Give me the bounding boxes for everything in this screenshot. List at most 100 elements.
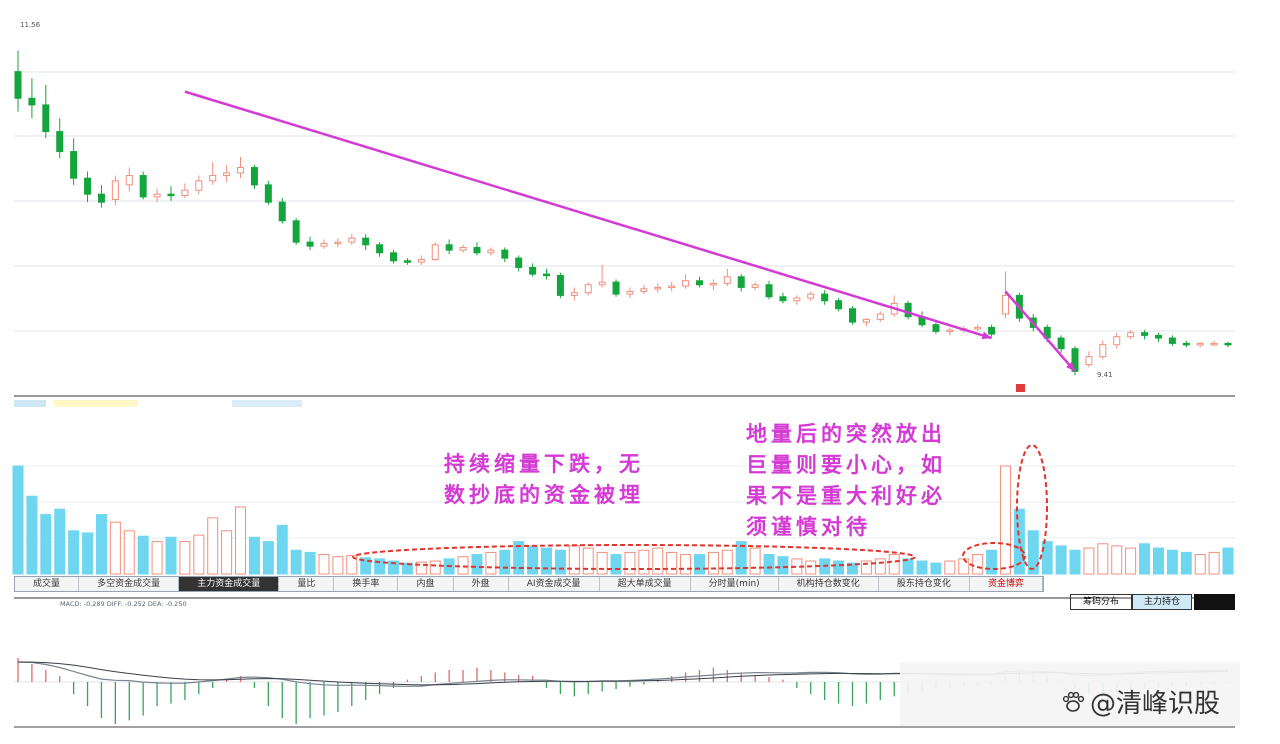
candle-body (278, 201, 286, 222)
candle-body (556, 274, 564, 296)
indicator-tab[interactable]: 资金博弈 (970, 577, 1043, 591)
candle-body (264, 184, 272, 203)
indicator-tab[interactable]: 股东持仓变化 (879, 577, 970, 591)
paw-icon (1062, 691, 1085, 712)
annotation-line: 须谨慎对待 (746, 514, 871, 539)
candle-body (1099, 344, 1107, 358)
volume-bar (165, 536, 177, 575)
volume-bar (888, 554, 900, 575)
volume-bar (554, 549, 566, 575)
indicator-tab[interactable]: 机构持仓数变化 (779, 577, 879, 591)
price-legend-chip (54, 400, 138, 407)
candle-body (640, 288, 648, 292)
candle-body (1168, 337, 1176, 344)
candle-body (862, 318, 870, 323)
candle-body (28, 97, 36, 106)
candle-body (1210, 342, 1218, 346)
candle-body (1071, 348, 1079, 372)
volume-bar (429, 560, 441, 575)
candle-body (515, 257, 523, 268)
volume-bar (151, 541, 163, 575)
volume-bar (874, 558, 886, 575)
volume-bar (846, 562, 858, 575)
indicator-tab[interactable]: 内盘 (398, 577, 454, 591)
volume-bar (1041, 541, 1053, 575)
candle-body (473, 246, 481, 254)
candle-body (779, 296, 787, 302)
volume-bar (54, 508, 66, 575)
volume-bar (1083, 547, 1095, 575)
annotation-line: 数抄底的资金被埋 (444, 482, 644, 507)
main-holding-toggle[interactable]: 主力持仓 (1132, 594, 1192, 610)
candle-body (1154, 334, 1162, 339)
volume-bar (415, 561, 427, 575)
candle-body (445, 244, 453, 251)
candle-body (292, 220, 300, 243)
candle-body (584, 284, 592, 294)
volume-bar (1027, 530, 1039, 575)
indicator-tab[interactable]: 外盘 (454, 577, 509, 591)
volume-bar (290, 549, 302, 575)
volume-bar (1125, 547, 1137, 575)
candle-body (195, 180, 203, 191)
volume-bar (568, 545, 580, 575)
candle-body (237, 167, 245, 174)
volume-bar (666, 551, 678, 575)
candle-body (598, 281, 606, 286)
candle-body (543, 273, 551, 277)
candle-body (250, 167, 258, 186)
volume-bar (26, 495, 38, 575)
candle-body (459, 246, 467, 251)
volume-bar (262, 541, 274, 575)
volume-bar (332, 556, 344, 575)
candle-body (682, 280, 690, 287)
candle-body (1085, 356, 1093, 366)
volume-bar (1222, 547, 1234, 575)
volume-bar (40, 514, 52, 575)
candle-body (570, 292, 578, 296)
volume-bar (916, 560, 928, 575)
candle-body (111, 180, 119, 201)
candlestick-series (14, 50, 1232, 376)
volume-bar (1152, 547, 1164, 575)
candle-body (376, 244, 384, 254)
indicator-tab[interactable]: 成交量 (15, 577, 80, 591)
chip-distribution-toggle[interactable]: 筹码分布 (1070, 594, 1132, 610)
indicator-tab[interactable]: 多空资金成交量 (79, 577, 180, 591)
blur-overlay (900, 662, 1240, 726)
volume-bar (221, 530, 233, 575)
candle-body (390, 252, 398, 262)
indicator-tab[interactable]: 量比 (279, 577, 335, 591)
volume-bar (235, 506, 247, 575)
indicator-tab[interactable]: 分时量(min) (691, 577, 779, 591)
candle-body (14, 71, 22, 99)
watermark-text: @清峰识股 (1090, 689, 1221, 719)
candle-body (821, 293, 829, 302)
volume-bar (374, 558, 386, 575)
candle-body (209, 175, 217, 182)
indicator-tab[interactable]: 主力资金成交量 (179, 577, 280, 591)
volume-bar (179, 541, 191, 575)
candle-body (1057, 337, 1065, 350)
candle-body (320, 242, 328, 247)
volume-bar (1111, 545, 1123, 575)
candle-body (1113, 336, 1121, 346)
volume-bar (346, 555, 358, 575)
volume-bar (1097, 543, 1109, 575)
candle-body (1001, 294, 1009, 315)
volume-bar (749, 547, 761, 575)
volume-bar (1180, 551, 1192, 575)
candle-body (612, 281, 620, 295)
candle-body (125, 175, 133, 186)
volume-bar (276, 524, 288, 575)
annotation-line: 地量后的突然放出 (746, 421, 946, 446)
trendline-arrow (1066, 361, 1076, 372)
volume-bar (137, 535, 149, 575)
candle-body (1141, 332, 1149, 336)
candle-body (167, 193, 175, 197)
candle-body (807, 293, 815, 299)
volume-bar (902, 558, 914, 575)
indicator-tab[interactable]: 超大单成交量 (600, 577, 691, 591)
indicator-tab[interactable]: AI资金成交量 (509, 577, 600, 591)
indicator-tab[interactable]: 换手率 (334, 577, 399, 591)
